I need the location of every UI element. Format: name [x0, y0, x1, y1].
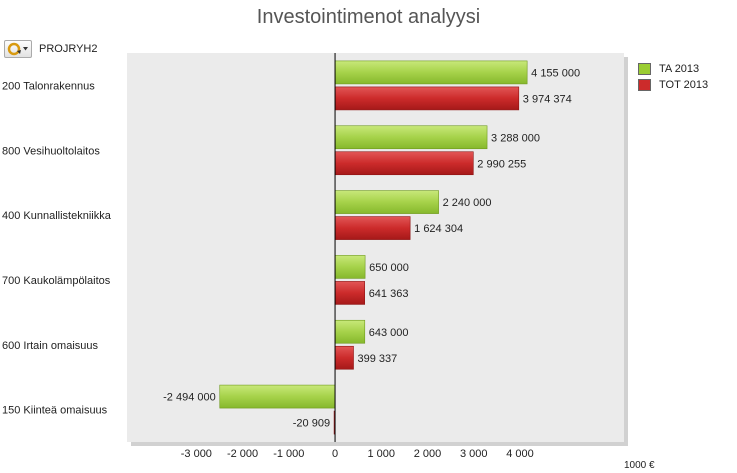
category-label-200-talonrakennus: 200 Talonrakennus [2, 80, 95, 92]
dimension-label: PROJRYH2 [39, 43, 98, 55]
x-tick-label-1000: -1 000 [273, 448, 304, 460]
bar-tot-2013-800-vesihuoltolaitos [334, 151, 474, 176]
chart-title: Investointimenot analyysi [256, 6, 481, 28]
x-tick-label-0: 0 [332, 448, 338, 460]
x-tick-label-3000: -3 000 [181, 448, 212, 460]
plot-area [127, 53, 624, 442]
bar-ta-2013-800-vesihuoltolaitos [334, 125, 488, 150]
bar-ta-2013-200-talonrakennus [334, 60, 528, 85]
legend-swatch-tot-2013 [638, 78, 651, 91]
bar-ta-2013-600-irtain-omaisuus [334, 319, 366, 344]
data-label-tot-2013-800-vesihuoltolaitos: 2 990 255 [477, 158, 526, 170]
bar-tot-2013-700-kaukol-mp-laitos [334, 281, 365, 305]
legend-item-tot-2013: TOT 2013 [638, 77, 708, 92]
category-label-700-kaukol-mp-laitos: 700 Kaukolämpölaitos [2, 275, 111, 287]
data-label-ta-2013-200-talonrakennus: 4 155 000 [531, 67, 580, 79]
bar-ta-2013-150-kiinte-omaisuus [219, 384, 336, 409]
legend-item-ta-2013: TA 2013 [638, 61, 708, 76]
chart-legend: TA 2013 TOT 2013 [638, 61, 708, 93]
data-label-tot-2013-200-talonrakennus: 3 974 374 [523, 93, 572, 105]
bar-ta-2013-700-kaukol-mp-laitos [334, 255, 366, 279]
x-tick-label-4000: 4 000 [506, 448, 534, 460]
cycle-dimension-icon [7, 42, 28, 56]
bar-ta-2013-400-kunnallistekniikka [334, 190, 439, 214]
data-label-tot-2013-700-kaukol-mp-laitos: 641 363 [369, 288, 409, 300]
legend-label-ta-2013: TA 2013 [659, 62, 700, 75]
data-label-tot-2013-400-kunnallistekniikka: 1 624 304 [414, 223, 463, 235]
category-label-150-kiinte-omaisuus: 150 Kiinteä omaisuus [2, 405, 108, 417]
data-label-ta-2013-150-kiinte-omaisuus: -2 494 000 [163, 392, 216, 404]
data-label-ta-2013-700-kaukol-mp-laitos: 650 000 [369, 262, 409, 274]
bar-tot-2013-600-irtain-omaisuus [334, 345, 354, 370]
unit-label: 1000 € [624, 460, 655, 471]
data-label-tot-2013-600-irtain-omaisuus: 399 337 [358, 353, 398, 365]
x-tick-label-3000: 3 000 [460, 448, 488, 460]
dimension-selector: PROJRYH2 [4, 40, 97, 58]
data-label-tot-2013-150-kiinte-omaisuus: -20 909 [293, 418, 330, 430]
data-label-ta-2013-400-kunnallistekniikka: 2 240 000 [443, 197, 492, 209]
data-label-ta-2013-600-irtain-omaisuus: 643 000 [369, 327, 409, 339]
legend-swatch-ta-2013 [638, 62, 651, 75]
category-label-800-vesihuoltolaitos: 800 Vesihuoltolaitos [2, 145, 100, 157]
category-label-600-irtain-omaisuus: 600 Irtain omaisuus [2, 340, 98, 352]
data-label-ta-2013-800-vesihuoltolaitos: 3 288 000 [491, 132, 540, 144]
bar-tot-2013-400-kunnallistekniikka [334, 216, 411, 240]
cycle-dimension-button[interactable] [4, 40, 32, 58]
x-tick-label-2000: 2 000 [414, 448, 442, 460]
x-tick-label-2000: -2 000 [227, 448, 258, 460]
x-tick-label-1000: 1 000 [368, 448, 396, 460]
legend-label-tot-2013: TOT 2013 [659, 78, 709, 91]
category-label-400-kunnallistekniikka: 400 Kunnallistekniikka [2, 210, 112, 222]
bar-tot-2013-200-talonrakennus [334, 86, 520, 111]
